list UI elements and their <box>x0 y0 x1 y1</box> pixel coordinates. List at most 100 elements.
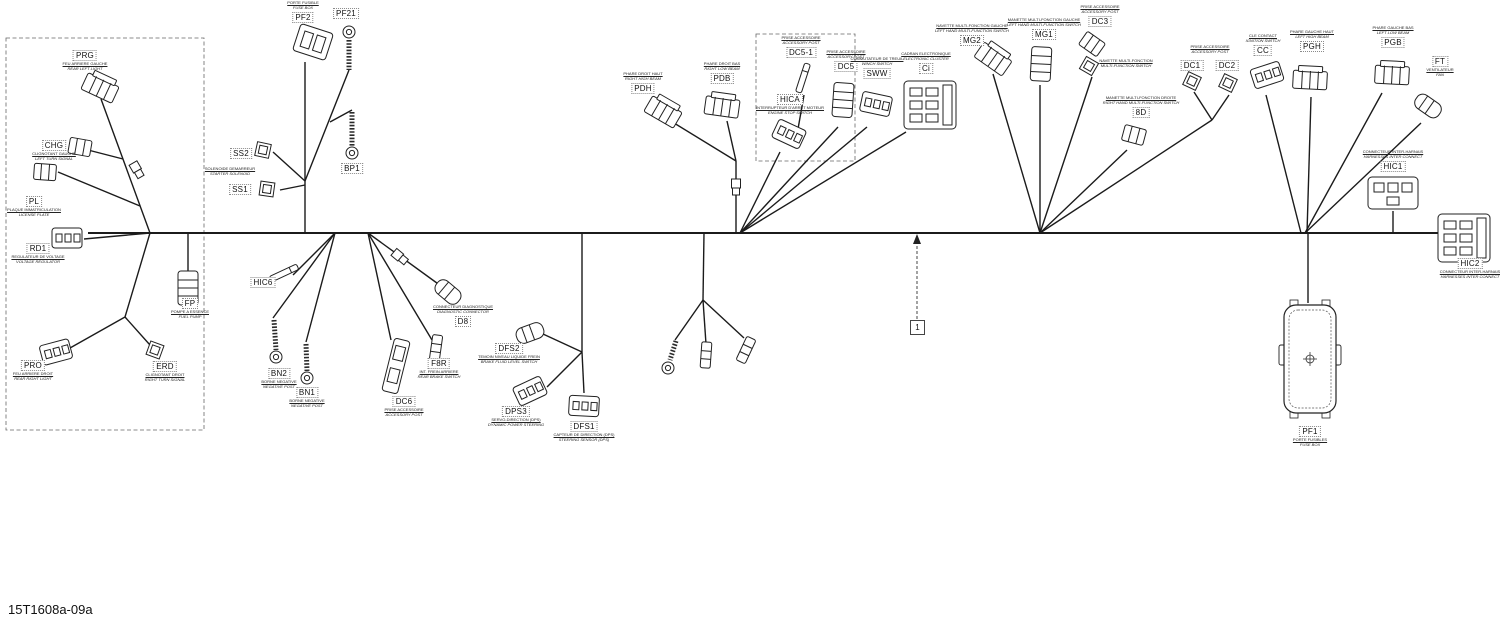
component-dc2: DC2 <box>1215 60 1239 71</box>
component-code: HICA <box>777 94 803 105</box>
headlamp-inline-connector-icon <box>731 178 741 196</box>
component-desc: POMPE A ESSENCE FUEL PUMP <box>170 309 210 319</box>
component-pdb: PHARE DROIT BAS RIGHT LOW BEAM PDB <box>703 61 741 84</box>
component-code: 8D <box>1132 106 1150 118</box>
component-desc: PHARE GAUCHE HAUT LEFT HIGH BEAM <box>1289 29 1335 39</box>
component-sww: COMMUTATEUR DE TREUIL WINCH SWITCH SWW <box>850 56 904 79</box>
component-code: DC5 <box>834 60 858 72</box>
component-desc: FEU ARRIERE GAUCHE REAR LEFT LIGHT <box>62 61 108 71</box>
component-code: DPS3 <box>502 406 530 417</box>
component-pl: PL PLAQUE IMMATRICULATION LICENSE PLATE <box>7 196 61 218</box>
component-dc5: PRISE ACCESSOIRE ACCESSORY POST DC5 <box>826 49 866 72</box>
component-desc: MANETTE MULTI-FONCTION GAUCHE LEFT HAND M… <box>1007 17 1081 27</box>
component-code: PF2 <box>292 11 314 23</box>
callout-arrow <box>913 234 921 319</box>
component-code: PDB <box>710 72 734 84</box>
component-pf1: PF1 PORTE FUSIBLES FUSE BOX <box>1293 426 1327 448</box>
component-code: PRG <box>73 50 97 61</box>
component-desc: SOLENOIDE DEMARREUR STARTER SOLENOID <box>204 166 256 176</box>
component-code: DC6 <box>392 396 416 407</box>
component-bn2: BN2 BORNE NEGATIVE NEGATIVE POST <box>261 368 297 390</box>
component-hic6: HIC6 <box>250 277 276 288</box>
component-desc: PHARE DROIT BAS RIGHT LOW BEAM <box>703 61 741 71</box>
sheet-code: 15T1608a-09a <box>8 602 93 617</box>
component-f8r: F8R INT. FREIN ARRIERE REAR BRAKE SWITCH <box>417 358 461 380</box>
component-desc: CADRAN ELECTRONIQUE ELECTRONIC CLUSTER <box>901 51 951 61</box>
pgb-connector-icon <box>1374 59 1411 86</box>
component-desc: INTERRUPTEUR D'ARRET MOTEUR ENGINE STOP S… <box>755 105 825 115</box>
component-ft: FT VENTILATEUR FAN <box>1426 56 1454 78</box>
starter-solenoid-label: SOLENOIDE DEMARREUR STARTER SOLENOID <box>205 166 255 177</box>
component-rd1: RD1 REGULATEUR DE VOLTAGE VOLTAGE REGULAT… <box>11 243 65 265</box>
bn1-ring-terminal-icon <box>300 371 314 385</box>
component-desc: PHARE DROIT HAUT RIGHT HIGH BEAM <box>623 71 663 81</box>
component-8d: MANETTE MULTI-FONCTION DROITE RIGHT HAND … <box>1102 95 1180 118</box>
component-code: FP <box>181 298 199 309</box>
component-code: HIC2 <box>1457 258 1483 269</box>
component-fp: FP POMPE A ESSENCE FUEL PUMP <box>171 298 209 320</box>
component-erd: ERD CLIGNOTANT DROIT RIGHT TURN SIGNAL <box>145 361 185 383</box>
bn2-ring-terminal-icon <box>269 350 283 364</box>
component-code: CHG <box>41 140 67 151</box>
component-code: BN2 <box>267 368 291 379</box>
dc2-connector-icon <box>1218 73 1238 93</box>
component-bn1: BN1 BORNE NEGATIVE NEGATIVE POST <box>289 387 325 409</box>
dc1-dc2-shared-label: PRISE ACCESSOIRE ACCESSORY POST <box>1190 44 1229 55</box>
component-code: PGH <box>1300 40 1324 52</box>
component-hic2: HIC2 CONNECTEUR INTER-HARNAIS HARNESSES I… <box>1440 258 1500 280</box>
component-code: DC5-1 <box>785 46 817 58</box>
hica-connector-icon <box>770 118 808 150</box>
component-code: HIC6 <box>250 277 276 288</box>
dfs2-connector-icon <box>513 320 547 346</box>
component-pf2: PORTE FUSIBLE FUSE BOX PF2 <box>287 0 319 23</box>
component-desc: COMMUTATEUR DE TREUIL WINCH SWITCH <box>850 56 904 66</box>
component-desc: INT. FREIN ARRIERE REAR BRAKE SWITCH <box>417 369 461 379</box>
dc3-secondary-connector-icon <box>1078 55 1100 77</box>
component-desc: FEU ARRIERE DROIT REAR RIGHT LIGHT <box>12 371 54 381</box>
component-d8: CONNECTEUR DIAGNOSTIQUE DIAGNOSTIC CONNEC… <box>432 304 494 327</box>
sw1-connector-icon <box>735 335 757 365</box>
ss2-connector-icon <box>254 141 272 159</box>
component-code: DC1 <box>1180 60 1204 71</box>
component-desc: PRISE ACCESSOIRE ACCESSORY POST <box>1080 4 1120 14</box>
component-code: DC2 <box>1215 60 1239 71</box>
component-hica: HICA INTERRUPTEUR D'ARRET MOTEUR ENGINE S… <box>756 94 824 116</box>
component-desc: BORNE NEGATIVE NEGATIVE POST <box>289 398 325 408</box>
component-code: PF1 <box>1299 426 1321 437</box>
sw2-connector-icon <box>699 341 713 369</box>
component-chg: CHG CLIGNOTANT GAUCHE LEFT TURN SIGNAL <box>32 140 76 162</box>
pl-connector-icon <box>32 162 58 182</box>
dc1-connector-icon <box>1182 71 1202 91</box>
component-code: SS1 <box>229 184 251 195</box>
hic1-connector-icon <box>1367 176 1419 210</box>
component-hic1: CONNECTEUR INTER-HARNAIS HARNESSES INTER … <box>1362 149 1424 172</box>
cc-connector-icon <box>1249 60 1285 90</box>
prg-inline-connector-icon <box>128 160 146 180</box>
component-desc: CONNECTEUR INTER-HARNAIS HARNESSES INTER … <box>1362 149 1424 159</box>
component-bp1: BP1 <box>341 163 363 174</box>
component-code: DFS1 <box>570 421 598 432</box>
component-code: DC3 <box>1088 15 1112 27</box>
component-code: FT <box>1431 56 1449 67</box>
component-code: MG1 <box>1032 28 1056 40</box>
component-code: ERD <box>153 361 177 372</box>
component-pf21: PF21 <box>333 8 359 19</box>
component-desc: PORTE FUSIBLES FUSE BOX <box>1292 437 1328 447</box>
dc5-connector-icon <box>831 81 855 119</box>
component-code: CC <box>1254 44 1272 56</box>
bp1-ring-terminal-icon <box>345 146 359 160</box>
ft-connector-icon <box>1411 90 1445 122</box>
component-pdh: PHARE DROIT HAUT RIGHT HIGH BEAM PDH <box>623 71 663 94</box>
hic2-connector-icon <box>1437 213 1491 263</box>
component-desc: CONNECTEUR INTER-HARNAIS HARNESSES INTER … <box>1439 269 1500 279</box>
component-code: PF21 <box>333 8 359 19</box>
component-desc: CONNECTEUR DIAGNOSTIQUE DIAGNOSTIC CONNEC… <box>432 304 494 314</box>
pf2-connector-icon <box>292 22 334 62</box>
component-code: PGB <box>1381 36 1405 48</box>
left-zone-dashed-box <box>5 37 205 431</box>
component-mg2: NAVETTE MULTI-FONCTION GAUCHE LEFT HAND M… <box>935 23 1009 46</box>
component-desc: CLE CONTACT IGNITION SWITCH <box>1245 33 1281 43</box>
component-desc: MANETTE MULTI-FONCTION DROITE RIGHT HAND … <box>1102 95 1180 105</box>
